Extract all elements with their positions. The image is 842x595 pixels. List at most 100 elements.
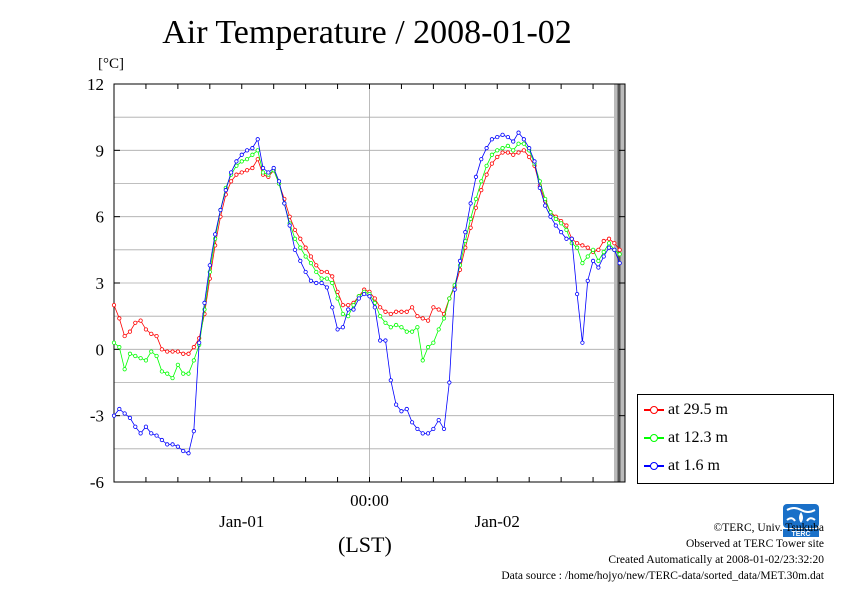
x-axis-label: (LST) <box>338 532 392 557</box>
data-point <box>468 225 473 230</box>
data-point <box>191 358 196 363</box>
data-point <box>585 254 590 259</box>
data-point <box>175 349 180 354</box>
legend-label: at 29.5 m <box>668 401 728 418</box>
data-point <box>436 307 441 312</box>
data-point <box>143 358 149 363</box>
data-point <box>165 442 170 447</box>
legend-item-1-6m: at 1.6 m <box>638 453 833 481</box>
data-point <box>505 134 510 140</box>
data-point <box>383 320 388 325</box>
data-point <box>122 367 127 372</box>
data-point <box>234 159 239 164</box>
data-point <box>276 179 282 184</box>
data-point <box>420 316 425 321</box>
data-point <box>527 154 532 160</box>
data-point <box>165 371 170 376</box>
data-point <box>303 245 308 250</box>
data-point <box>111 303 117 308</box>
data-point <box>409 420 415 425</box>
data-point <box>431 426 436 432</box>
data-point <box>580 340 585 345</box>
data-point <box>186 371 191 376</box>
data-point <box>303 269 308 275</box>
data-point <box>133 424 138 429</box>
data-point <box>378 305 383 310</box>
y-tick-label: 6 <box>96 208 105 227</box>
data-point <box>308 260 314 266</box>
data-point <box>111 413 117 418</box>
data-point <box>133 320 138 325</box>
data-point <box>606 236 612 241</box>
data-point <box>617 247 622 252</box>
data-point <box>500 146 505 151</box>
data-point <box>473 196 479 202</box>
data-point <box>138 318 143 323</box>
series-2 <box>111 130 622 456</box>
data-point <box>394 322 399 328</box>
data-point <box>394 402 399 407</box>
data-point <box>473 205 479 210</box>
data-point <box>415 325 420 330</box>
data-point <box>143 424 149 429</box>
y-tick-label: 9 <box>96 141 105 160</box>
series-lines <box>111 130 622 456</box>
data-point <box>463 230 468 235</box>
data-point <box>601 238 606 244</box>
data-point <box>388 311 393 317</box>
data-point <box>383 309 388 314</box>
data-point <box>404 309 409 314</box>
data-point <box>181 371 186 376</box>
data-point <box>154 333 159 339</box>
data-point <box>239 159 244 164</box>
x-tick-label: Jan-01 <box>219 512 264 531</box>
data-point <box>372 296 377 301</box>
data-point <box>260 165 266 171</box>
data-point <box>191 345 196 350</box>
data-point <box>298 236 303 241</box>
observed-text: Observed at TERC Tower site <box>685 538 824 550</box>
data-point <box>319 269 324 275</box>
data-point <box>149 431 154 436</box>
data-point <box>521 141 526 146</box>
legend: at 29.5 m at 12.3 m at 1.6 m <box>637 394 834 484</box>
data-point <box>596 265 601 270</box>
data-point <box>601 249 606 255</box>
series-0 <box>111 148 622 356</box>
data-point <box>553 216 558 221</box>
data-point <box>399 409 404 414</box>
data-point <box>324 276 330 281</box>
data-point <box>346 307 351 312</box>
data-point <box>574 291 580 297</box>
data-point <box>511 148 516 153</box>
data-point <box>516 130 521 135</box>
chart-title: Air Temperature / 2008-01-02 <box>162 14 572 51</box>
legend-marker-icon <box>650 406 658 414</box>
data-point <box>186 451 191 456</box>
terc-logo-icon: TERC <box>783 504 819 538</box>
data-point <box>468 216 473 221</box>
data-point <box>447 380 452 385</box>
data-point <box>617 260 622 266</box>
data-point <box>250 165 255 171</box>
data-point <box>202 300 207 305</box>
data-point <box>378 314 383 319</box>
data-point <box>495 154 500 160</box>
data-point <box>330 280 335 286</box>
legend-label: at 12.3 m <box>668 429 728 446</box>
data-point <box>117 316 122 321</box>
data-point <box>436 417 441 423</box>
data-point <box>378 338 383 343</box>
grid-lines <box>114 83 625 483</box>
data-point <box>170 349 175 354</box>
data-point <box>340 325 345 330</box>
data-point <box>388 325 393 330</box>
data-point <box>244 148 250 153</box>
data-point <box>399 325 404 330</box>
data-point <box>404 406 409 412</box>
data-point <box>324 269 330 275</box>
data-point <box>574 245 580 250</box>
series-line <box>113 149 621 355</box>
data-point <box>181 351 186 356</box>
data-point <box>505 150 510 155</box>
